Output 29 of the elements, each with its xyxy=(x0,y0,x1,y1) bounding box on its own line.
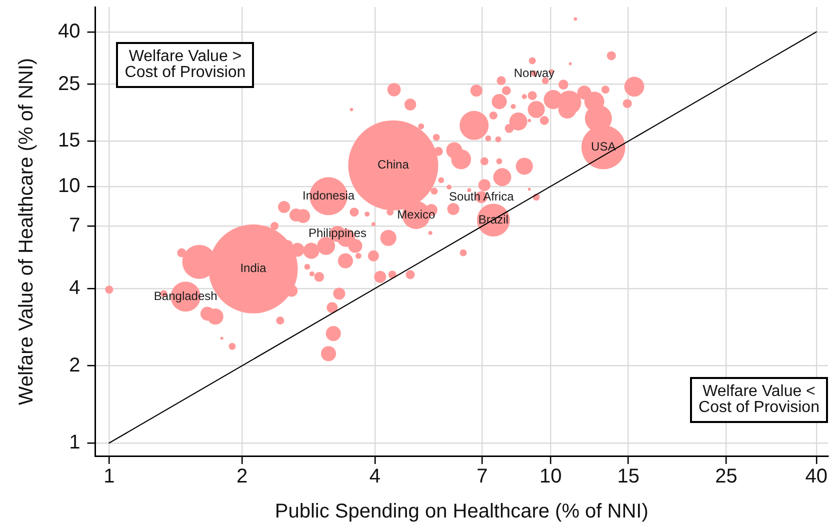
y-tick-label: 10 xyxy=(58,174,80,197)
x-tick-label: 25 xyxy=(715,466,738,488)
annotation: Welfare Value > Cost of Provision xyxy=(116,42,254,88)
annotation: China xyxy=(378,158,410,172)
y-tick-label: 2 xyxy=(69,354,80,376)
x-tick-label: 4 xyxy=(369,466,380,488)
x-tick-label: 15 xyxy=(617,466,640,488)
annotation: Philippines xyxy=(308,226,366,240)
annotation: Norway xyxy=(514,66,555,80)
y-tick-label: 15 xyxy=(58,130,80,152)
x-tick-label: 1 xyxy=(104,466,115,488)
annotation: Bangladesh xyxy=(154,288,218,303)
annotation: Mexico xyxy=(397,207,436,222)
y-tick-label: 25 xyxy=(58,72,80,95)
annotation: USA xyxy=(591,140,616,154)
annotation: South Africa xyxy=(449,189,514,204)
annotation: India xyxy=(240,261,267,276)
y-tick-label: 1 xyxy=(69,432,80,454)
x-tick-label: 10 xyxy=(539,466,562,488)
y-tick-label: 7 xyxy=(69,214,80,237)
x-tick-label: 40 xyxy=(805,466,828,488)
annotation: Indonesia xyxy=(302,188,355,202)
annotation: Welfare Value < Cost of Provision xyxy=(690,377,828,423)
y-tick-label: 4 xyxy=(69,277,80,300)
x-tick-label: 2 xyxy=(236,466,248,488)
y-axis-title: Welfare Value of Healthcare (% of NNI) xyxy=(16,58,38,406)
y-tick-label: 40 xyxy=(58,20,80,42)
x-tick-label: 7 xyxy=(476,466,488,488)
x-axis-title: Public Spending on Healthcare (% of NNI) xyxy=(274,500,648,523)
